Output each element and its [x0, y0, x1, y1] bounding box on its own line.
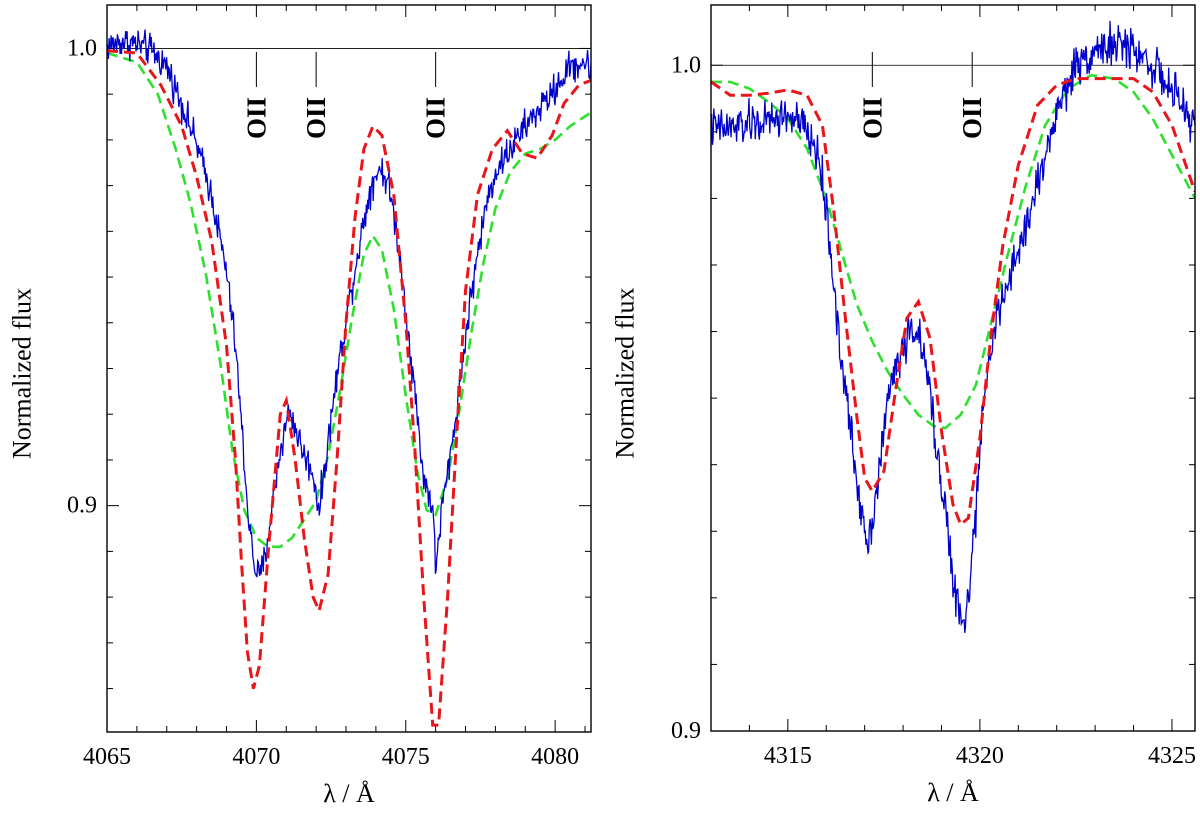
- x-tick-label: 4080: [531, 744, 579, 770]
- plot-frame: [710, 4, 1196, 732]
- model-green-line: [107, 51, 591, 549]
- x-tick-label: 4075: [382, 744, 430, 770]
- panel-right: OII OII 4315 4320 4325 0.9 1.0 λ / Å Normalized …: [611, 4, 1196, 807]
- line-marker-label: OII: [241, 97, 271, 139]
- panel-left: OII OII OII 4065 4070 4075 4080 0.9 1.0 λ / Å Norm…: [8, 4, 592, 808]
- x-tick-label: 4065: [83, 744, 131, 770]
- x-tick-label: 4325: [1148, 743, 1196, 769]
- y-tick-label: 1.0: [67, 35, 97, 61]
- series-group: [711, 20, 1195, 633]
- x-tick-label: 4315: [764, 743, 812, 769]
- x-tick-label: 4070: [232, 744, 280, 770]
- line-marker-label: OII: [421, 97, 451, 139]
- y-axis-title: Normalized flux: [8, 288, 37, 459]
- model-red-line: [711, 77, 1195, 528]
- y-tick-label: 0.9: [67, 493, 97, 519]
- model-red-line: [107, 49, 591, 727]
- series-group: [107, 29, 591, 727]
- line-marker-label: OII: [301, 97, 331, 139]
- observed-spectrum-line: [711, 20, 1195, 633]
- y-axis-title: Normalized flux: [611, 287, 640, 458]
- plot-frame: [106, 4, 592, 733]
- x-axis-title: λ / Å: [323, 779, 375, 808]
- y-tick-label: 1.0: [671, 52, 701, 78]
- model-green-line: [711, 73, 1195, 430]
- line-marker-label: OII: [857, 97, 887, 139]
- line-marker-label: OII: [957, 97, 987, 139]
- y-tick-label: 0.9: [671, 718, 701, 744]
- x-axis-title: λ / Å: [927, 778, 979, 807]
- x-tick-label: 4320: [956, 743, 1004, 769]
